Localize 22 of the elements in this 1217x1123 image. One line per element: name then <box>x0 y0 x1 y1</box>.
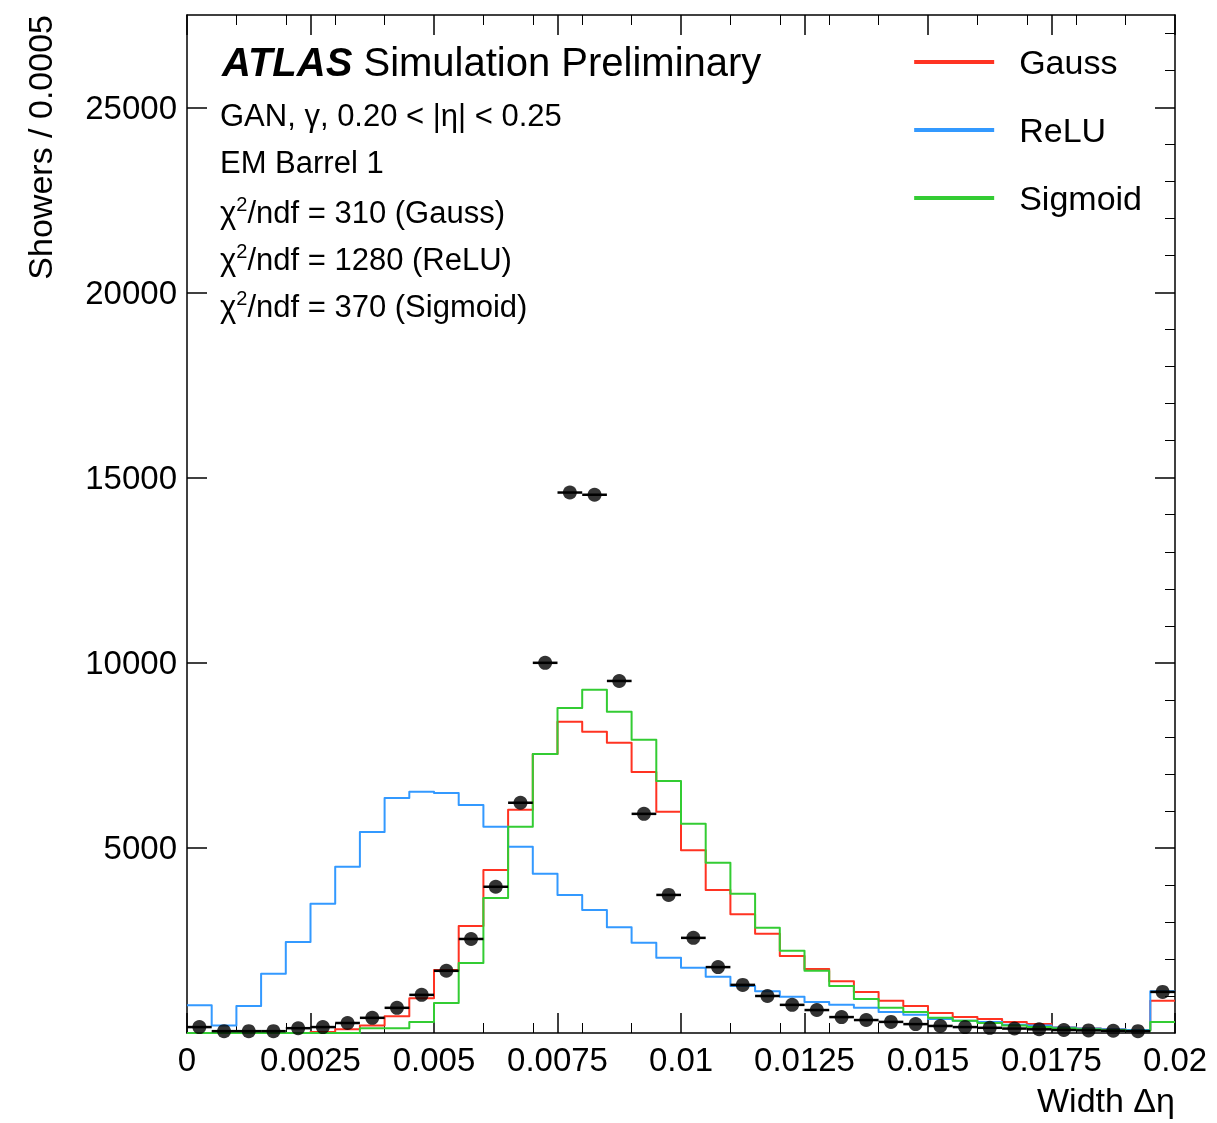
text: ATLAS Simulation Preliminary <box>221 40 762 84</box>
x-tick-label: 0.01 <box>648 1041 714 1078</box>
y-tick-label: 25000 <box>85 89 177 127</box>
x-tick-label: 0.02 <box>1142 1041 1208 1078</box>
annotation: EM Barrel 1 <box>220 145 384 180</box>
legend-label: Gauss <box>1019 43 1118 81</box>
legend-label: Sigmoid <box>1019 179 1143 217</box>
y-tick-label: 5000 <box>103 829 177 867</box>
x-axis-title: Width Δη <box>1037 1081 1175 1119</box>
y-tick-label: 10000 <box>85 644 177 682</box>
legend-label: ReLU <box>1019 111 1107 149</box>
y-tick-label: 15000 <box>85 459 177 497</box>
y-tick-label: 20000 <box>85 274 177 312</box>
x-tick-label: 0.0025 <box>260 1041 361 1078</box>
y-axis-title: Showers / 0.0005 <box>21 15 59 280</box>
x-tick-label: 0.0175 <box>1001 1041 1102 1078</box>
x-tick-label: 0.0125 <box>754 1041 855 1078</box>
x-tick-label: 0.015 <box>886 1041 970 1078</box>
x-tick-label: 0.0075 <box>507 1041 608 1078</box>
x-tick-label: 0.005 <box>392 1041 476 1078</box>
annotation: GAN, γ, 0.20 < |η| < 0.25 <box>220 98 562 133</box>
x-tick-label: 0 <box>177 1041 197 1078</box>
